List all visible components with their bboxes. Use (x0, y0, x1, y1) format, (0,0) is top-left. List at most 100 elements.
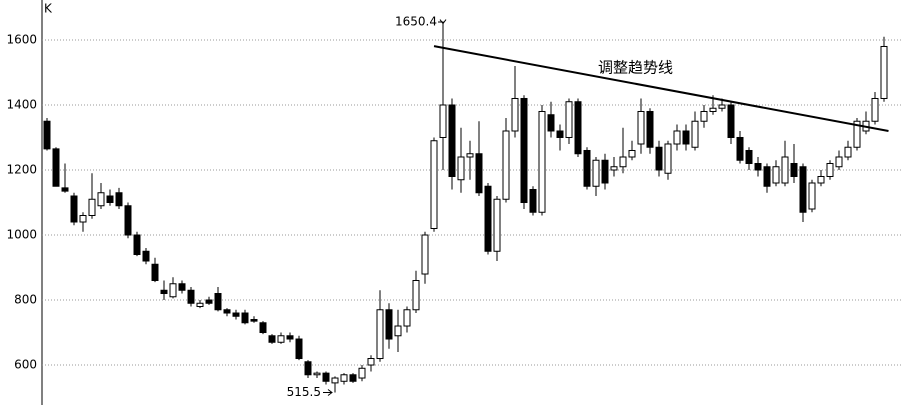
candle-body (394, 325, 402, 337)
candle-body (268, 335, 276, 343)
candle-body (124, 205, 132, 236)
candle-body (844, 146, 852, 158)
candle-body (835, 156, 843, 168)
candle-body (97, 192, 105, 207)
y-tick-label: 600 (14, 358, 37, 372)
candle-body (331, 377, 339, 384)
candle-body (286, 335, 294, 340)
candle-body (574, 101, 582, 155)
candle-body (772, 166, 780, 184)
candle-body (70, 195, 78, 223)
candle-body (223, 309, 231, 314)
candle-body (205, 299, 213, 304)
candle-body (619, 156, 627, 168)
candle-body (151, 263, 159, 282)
candle-body (385, 309, 393, 340)
candle-body (169, 283, 177, 298)
y-tick-label: 1000 (6, 228, 37, 242)
candle-body (178, 283, 186, 291)
candle-body (187, 289, 195, 304)
candle-body (880, 45, 888, 99)
y-tick-label: 1600 (6, 32, 37, 46)
candle-body (142, 250, 150, 262)
candle-body (313, 372, 321, 376)
candle-body (250, 319, 258, 322)
candle-body (565, 101, 573, 138)
candle-body (403, 309, 411, 327)
candle-body (196, 302, 204, 308)
candle-body (466, 153, 474, 158)
candle-body (781, 156, 789, 184)
candle-body (448, 104, 456, 177)
candle-body (592, 159, 600, 187)
candle-body (475, 153, 483, 194)
candle-body (43, 120, 51, 150)
y-tick-label: 800 (14, 293, 37, 307)
trendline (433, 45, 889, 132)
candle-body (502, 130, 510, 200)
candle-body (295, 338, 303, 360)
candle-body (88, 198, 96, 217)
candle-body (817, 175, 825, 184)
y-tick-label: 1400 (6, 97, 37, 111)
candle-body (277, 335, 285, 343)
candle-body (232, 312, 240, 317)
candle-body (358, 367, 366, 379)
candle-body (61, 187, 69, 192)
candle-body (106, 195, 114, 203)
candle-body (241, 312, 249, 324)
candle-body (547, 114, 555, 132)
candle-body (493, 198, 501, 252)
candle-body (430, 140, 438, 230)
candle-body (754, 162, 762, 171)
candle-body (79, 215, 87, 223)
candle-body (52, 148, 60, 187)
candle-body (538, 110, 546, 213)
candle-body (763, 166, 771, 187)
annotation: 515.5 (287, 385, 321, 399)
candle-body (376, 309, 384, 360)
candle-body (610, 166, 618, 171)
candle-body (745, 149, 753, 164)
candle-body (349, 374, 357, 382)
candle-body (853, 120, 861, 148)
candle-body (628, 149, 636, 158)
candle-body (421, 234, 429, 275)
candle-body (322, 372, 330, 382)
candle-body (727, 104, 735, 138)
candle-body (133, 234, 141, 256)
candle-body (808, 182, 816, 210)
candle-body (457, 156, 465, 181)
candle-body (637, 110, 645, 145)
candle-body (367, 358, 375, 366)
arrow-head (439, 19, 447, 25)
candle-body (304, 361, 312, 376)
candle-body (439, 104, 447, 138)
candle-body (826, 162, 834, 177)
annotation-arrow (323, 389, 333, 396)
candle-body (160, 289, 168, 295)
candle-body (529, 188, 537, 213)
candle-body (520, 97, 528, 203)
trendline-label: 调整趋势线 (598, 59, 673, 77)
candle-body (646, 110, 654, 148)
candle-body (709, 107, 717, 112)
candle-body (601, 159, 609, 184)
candle-body (682, 130, 690, 145)
candle-body (412, 280, 420, 311)
annotation: 1650.4 (395, 15, 437, 29)
candle-body (673, 130, 681, 145)
candle-body (700, 110, 708, 122)
candle-body (583, 149, 591, 187)
candle-body (340, 374, 348, 382)
candle-body (664, 143, 672, 174)
candle-body (115, 192, 123, 207)
candle-body (214, 293, 222, 311)
candle-body (691, 120, 699, 148)
candle-body (556, 130, 564, 138)
candle-body (736, 136, 744, 161)
candle-body (871, 97, 879, 122)
candle-body (259, 322, 267, 334)
candle-body (655, 146, 663, 171)
